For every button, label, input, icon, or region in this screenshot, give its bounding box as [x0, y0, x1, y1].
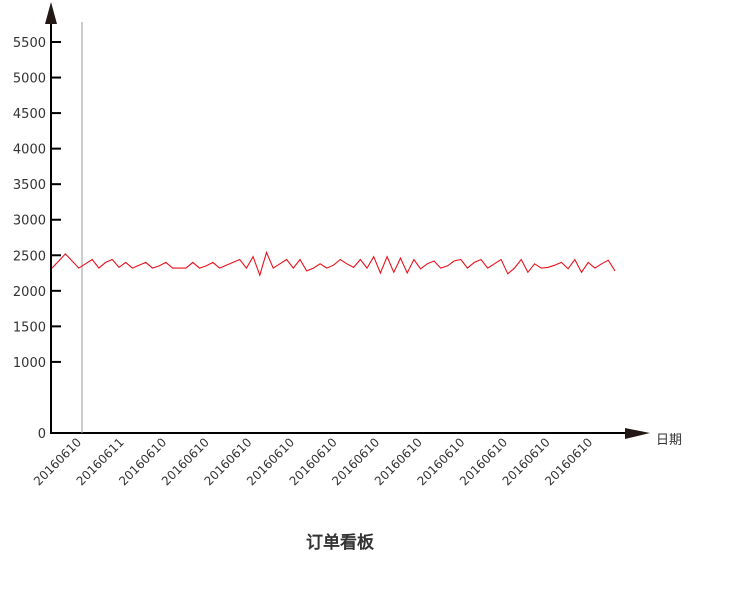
plot-area	[51, 250, 616, 277]
y-tick-label: 2000	[13, 285, 46, 300]
y-tick-label: 0	[38, 427, 46, 442]
y-tick-label: 3500	[13, 178, 46, 193]
y-tick-label: 1000	[13, 356, 46, 371]
y-tick-label: 4500	[13, 107, 46, 122]
y-tick-label: 5000	[13, 72, 46, 87]
y-tick-label: 2500	[13, 249, 46, 264]
x-axis-arrow	[625, 428, 650, 439]
y-axis-arrow	[45, 2, 57, 24]
y-tick-label: 5500	[13, 36, 46, 51]
x-axis: 2016061020160611201606102016061020160610…	[31, 428, 650, 488]
series-line	[51, 250, 616, 277]
chart-title: 订单看板	[306, 532, 375, 553]
y-tick-label: 3000	[13, 214, 46, 229]
x-axis-label: 日期	[656, 433, 682, 448]
y-axis: 0 1000 1500 2000 2500 3000 3500 4000 4500 5000 550…	[13, 2, 61, 442]
y-tick-label: 1500	[13, 320, 46, 335]
y-tick-label: 4000	[13, 143, 46, 158]
